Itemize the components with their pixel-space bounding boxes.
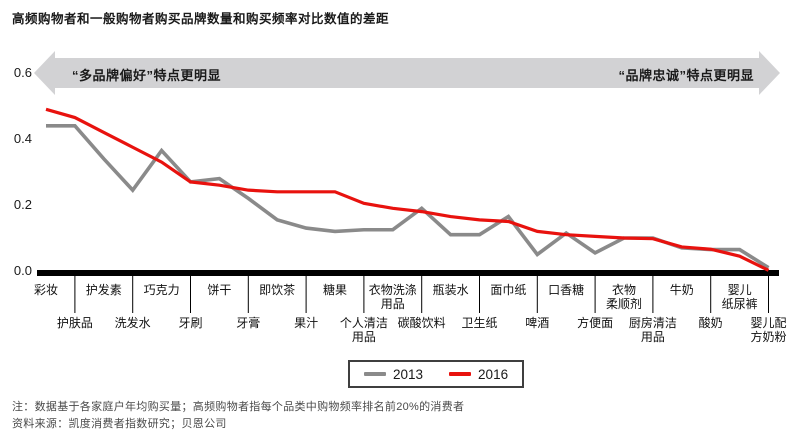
legend-item-2016: 2016: [449, 367, 508, 382]
x-axis-label: 厨房清洁 用品: [628, 316, 677, 345]
legend: 2013 2016: [348, 360, 525, 388]
x-axis-label: 酸奶: [698, 316, 723, 330]
legend-dash-2016-icon: [449, 372, 472, 376]
series-line-2016: [45, 107, 770, 272]
page-title: 高频购物者和一般购物者购买品牌数量和购买频率对比数值的差距: [12, 12, 390, 26]
x-axis-line: [37, 270, 779, 276]
direction-arrow-band: [54, 58, 760, 88]
x-axis-label: 护发素: [85, 283, 122, 297]
x-axis-label: 洗发水: [114, 316, 151, 330]
arrow-label-brand-loyalty: “品牌忠诚”特点更明显: [618, 68, 754, 83]
x-axis-label: 饼干: [207, 283, 232, 297]
x-axis-label: 护肤品: [56, 316, 93, 330]
x-axis-label: 糖果: [322, 283, 347, 297]
x-axis-label: 婴儿 纸尿裤: [721, 283, 758, 312]
x-axis-label: 碳酸饮料: [397, 316, 446, 330]
y-axis-label: 0.6: [13, 65, 32, 80]
arrow-right-icon: [759, 51, 780, 95]
x-axis-label: 衣物洗涤 用品: [368, 283, 417, 312]
x-axis-label: 牙膏: [236, 316, 261, 330]
arrow-label-multi-brand: “多品牌偏好”特点更明显: [72, 68, 222, 83]
arrow-left-icon: [34, 51, 55, 95]
series-line-2013: [46, 124, 770, 270]
x-axis-label: 方便面: [577, 316, 614, 330]
x-axis-label: 面巾纸: [490, 283, 527, 297]
x-axis-label: 牙刷: [178, 316, 203, 330]
x-axis-label: 啤酒: [525, 316, 550, 330]
x-axis-label: 巧克力: [143, 283, 180, 297]
y-axis-label: 0.2: [13, 197, 32, 212]
x-axis-label: 彩妆: [33, 283, 58, 297]
footnote-note: 注：数据基于各家庭户年均购买量；高频购物者指每个品类中购物频率排名前20%的消费…: [12, 401, 465, 413]
x-axis-label: 口香糖: [548, 283, 585, 297]
x-axis-label: 个人清洁 用品: [339, 316, 388, 345]
y-axis-label: 0.4: [13, 131, 32, 146]
legend-label-2013: 2013: [393, 366, 424, 382]
legend-item-2013: 2013: [364, 367, 423, 382]
legend-dash-2013-icon: [364, 372, 386, 376]
footnote-source: 资料来源：凯度消费者指数研究；贝恩公司: [12, 418, 227, 430]
x-axis-label: 果汁: [294, 316, 319, 330]
x-axis-label: 婴儿配 方奶粉: [750, 316, 787, 345]
y-axis-label: 0.0: [13, 263, 32, 278]
legend-label-2016: 2016: [478, 366, 509, 382]
x-axis-label: 牛奶: [669, 283, 694, 297]
x-axis-label: 即饮茶: [259, 283, 296, 297]
x-axis-label: 衣物 柔顺剂: [605, 283, 642, 312]
x-axis-label: 瓶装水: [432, 283, 469, 297]
x-axis-label: 卫生纸: [461, 316, 498, 330]
